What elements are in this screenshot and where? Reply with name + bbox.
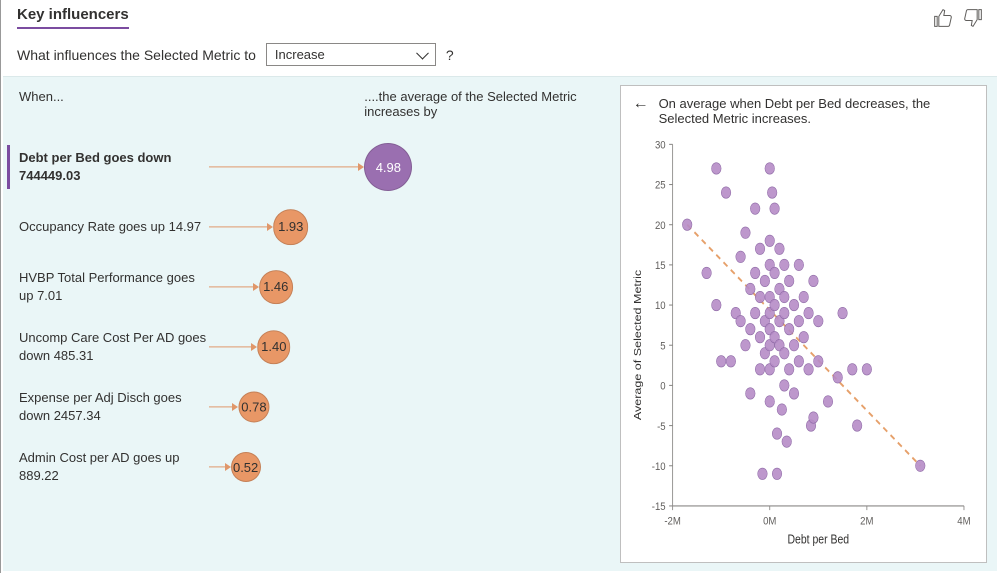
- svg-text:Debt per Bed: Debt per Bed: [787, 534, 849, 547]
- svg-text:0: 0: [660, 380, 665, 393]
- svg-text:30: 30: [655, 139, 666, 152]
- influencer-label: Occupancy Rate goes up 14.97: [19, 218, 209, 236]
- bubble-track: 4.98: [209, 143, 610, 191]
- influencer-row[interactable]: Admin Cost per AD goes up 889.22 0.52: [19, 437, 610, 497]
- influencer-row[interactable]: Debt per Bed goes down 744449.03 4.98: [19, 137, 610, 197]
- scatter-chart: -15 -10 -5 0 5 10 15 20 25 30 -2M 0M 2M 4M Average of …: [629, 136, 974, 554]
- influencer-label: Expense per Adj Disch goes down 2457.34: [19, 389, 209, 424]
- svg-text:15: 15: [655, 259, 666, 272]
- question-prefix: What influences the Selected Metric to: [17, 47, 256, 63]
- bubble-track: 0.78: [209, 383, 610, 431]
- thumbs-up-icon[interactable]: [933, 8, 953, 28]
- influencer-label: Uncomp Care Cost Per AD goes down 485.31: [19, 329, 209, 364]
- influencer-bubble[interactable]: 4.98: [364, 143, 412, 191]
- influencer-bubble[interactable]: 1.46: [259, 270, 293, 304]
- bubble-track: 1.40: [209, 323, 610, 371]
- detail-title: On average when Debt per Bed decreases, …: [659, 96, 972, 126]
- svg-text:0M: 0M: [763, 515, 776, 528]
- influencers-panel: When... ....the average of the Selected …: [3, 77, 620, 571]
- svg-text:-15: -15: [651, 500, 665, 513]
- svg-text:10: 10: [655, 299, 666, 312]
- svg-text:4M: 4M: [957, 515, 970, 528]
- back-arrow-icon[interactable]: ←: [633, 96, 649, 112]
- bubble-track: 1.46: [209, 263, 610, 311]
- when-header: When...: [19, 89, 214, 119]
- influencer-label: Admin Cost per AD goes up 889.22: [19, 449, 209, 484]
- direction-dropdown[interactable]: Increase: [266, 43, 436, 66]
- bubble-track: 1.93: [209, 203, 610, 251]
- influencer-bubble[interactable]: 1.40: [257, 330, 291, 364]
- svg-text:2M: 2M: [860, 515, 873, 528]
- feedback-buttons: [933, 8, 983, 28]
- tab-key-influencers[interactable]: Key influencers: [17, 6, 129, 29]
- influencer-row[interactable]: Uncomp Care Cost Per AD goes down 485.31…: [19, 317, 610, 377]
- dropdown-value: Increase: [275, 47, 325, 62]
- influencer-label: HVBP Total Performance goes up 7.01: [19, 269, 209, 304]
- svg-text:-2M: -2M: [664, 515, 681, 528]
- bubble-track: 0.52: [209, 443, 610, 491]
- help-icon[interactable]: ?: [446, 47, 454, 63]
- svg-text:-10: -10: [651, 460, 665, 473]
- influencer-bubble[interactable]: 0.52: [231, 452, 261, 482]
- svg-text:25: 25: [655, 179, 666, 192]
- thumbs-down-icon[interactable]: [963, 8, 983, 28]
- influencer-bubble[interactable]: 1.93: [273, 209, 309, 245]
- influencer-row[interactable]: Expense per Adj Disch goes down 2457.34 0…: [19, 377, 610, 437]
- influencer-row[interactable]: HVBP Total Performance goes up 7.01 1.46: [19, 257, 610, 317]
- svg-text:Average of Selected Metric: Average of Selected Metric: [633, 270, 644, 421]
- influencer-label: Debt per Bed goes down 744449.03: [19, 149, 209, 184]
- svg-text:5: 5: [660, 340, 665, 353]
- effect-header: ....the average of the Selected Metric i…: [364, 89, 609, 119]
- svg-text:-5: -5: [657, 420, 666, 433]
- influencer-bubble[interactable]: 0.78: [238, 391, 269, 422]
- detail-panel: ← On average when Debt per Bed decreases…: [620, 85, 987, 563]
- svg-text:20: 20: [655, 219, 666, 232]
- influencer-row[interactable]: Occupancy Rate goes up 14.97 1.93: [19, 197, 610, 257]
